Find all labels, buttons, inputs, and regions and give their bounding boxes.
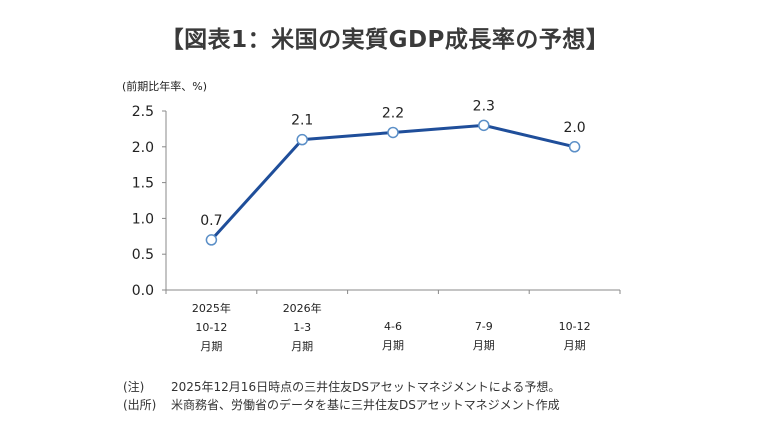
chart-title: 【図表1：米国の実質GDP成長率の予想】: [160, 27, 610, 53]
x-tick-label: 月期: [200, 340, 222, 353]
x-tick-label: 10-12: [195, 321, 227, 334]
data-point: [387, 126, 399, 139]
y-tick-label: 2.5: [132, 104, 154, 120]
source-label: (出所): [123, 398, 157, 412]
source-text: 米商務省、労働省のデータを基に三井住友DSアセットマネジメント作成: [171, 398, 560, 412]
data-label: 2.1: [291, 113, 313, 129]
x-tick-label: 月期: [473, 339, 495, 352]
y-tick-label: 1.5: [132, 176, 154, 192]
x-tick-label: 月期: [564, 339, 586, 352]
y-tick-label: 0.0: [132, 283, 154, 299]
data-point: [478, 119, 490, 132]
data-label: 2.3: [473, 98, 495, 114]
x-tick-label: 2025年: [192, 301, 231, 315]
x-tick-label: 月期: [382, 339, 404, 352]
footnotes: (注) 2025年12月16日時点の三井住友DSアセットマネジメントによる予想。…: [123, 378, 560, 414]
data-point: [568, 141, 581, 153]
note-row: (注) 2025年12月16日時点の三井住友DSアセットマネジメントによる予想。: [123, 378, 560, 396]
y-tick-label: 2.0: [132, 140, 154, 156]
data-point: [296, 133, 308, 146]
x-tick-label: 1-3: [293, 321, 311, 334]
note-text: 2025年12月16日時点の三井住友DSアセットマネジメントによる予想。: [171, 380, 561, 394]
x-tick-label: 10-12: [559, 320, 591, 333]
data-label: 2.2: [382, 105, 404, 121]
x-tick-label: 7-9: [475, 320, 493, 333]
series-line: [210, 123, 575, 241]
y-axis-unit-label: (前期比年率、%): [122, 80, 208, 93]
note-label: (注): [123, 380, 145, 394]
data-point: [205, 234, 218, 246]
y-tick-label: 0.5: [132, 247, 154, 263]
source-row: (出所) 米商務省、労働省のデータを基に三井住友DSアセットマネジメント作成: [123, 396, 560, 414]
data-label: 2.0: [563, 120, 585, 136]
x-tick-label: 2026年: [283, 301, 322, 315]
y-tick-label: 1.0: [132, 211, 154, 227]
data-label: 0.7: [200, 213, 222, 229]
x-tick-label: 4-6: [384, 320, 402, 333]
x-tick-label: 月期: [291, 340, 313, 353]
